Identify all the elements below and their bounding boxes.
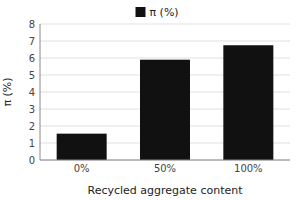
x-tick-label: 0% [74,163,90,174]
y-tick-label: 5 [29,70,35,81]
y-tick-label: 6 [29,53,35,64]
chart-svg: 0 1 2 3 4 5 6 7 8 0% 50% 100% Recycled aggregate con… [0,0,300,200]
y-tick-label: 1 [29,138,35,149]
x-tick-label: 100% [234,163,263,174]
legend-swatch [136,7,146,17]
y-tick-labels: 0 1 2 3 4 5 6 7 8 [29,19,35,166]
legend-label: π (%) [150,6,179,19]
x-tick-labels: 0% 50% 100% [74,163,263,174]
bar [140,60,190,160]
y-axis-label: π (%) [1,77,14,106]
y-axis-line [40,24,41,160]
legend: π (%) [136,6,179,19]
grid [40,24,290,160]
y-tick-label: 2 [29,121,35,132]
x-tick-label: 50% [154,163,176,174]
bar [223,45,273,160]
y-tick-label: 0 [29,155,35,166]
grid-line [40,24,290,25]
bars [57,45,274,160]
bar [57,134,107,160]
chart-container: 0 1 2 3 4 5 6 7 8 0% 50% 100% Recycled aggregate con… [0,0,300,200]
grid-line [40,160,290,161]
y-tick-label: 4 [29,87,35,98]
y-tick-label: 7 [29,36,35,47]
y-tick-label: 3 [29,104,35,115]
x-axis-line [40,160,290,161]
x-axis-label: Recycled aggregate content [88,184,244,197]
y-tick-label: 8 [29,19,35,30]
grid-line [40,41,290,42]
